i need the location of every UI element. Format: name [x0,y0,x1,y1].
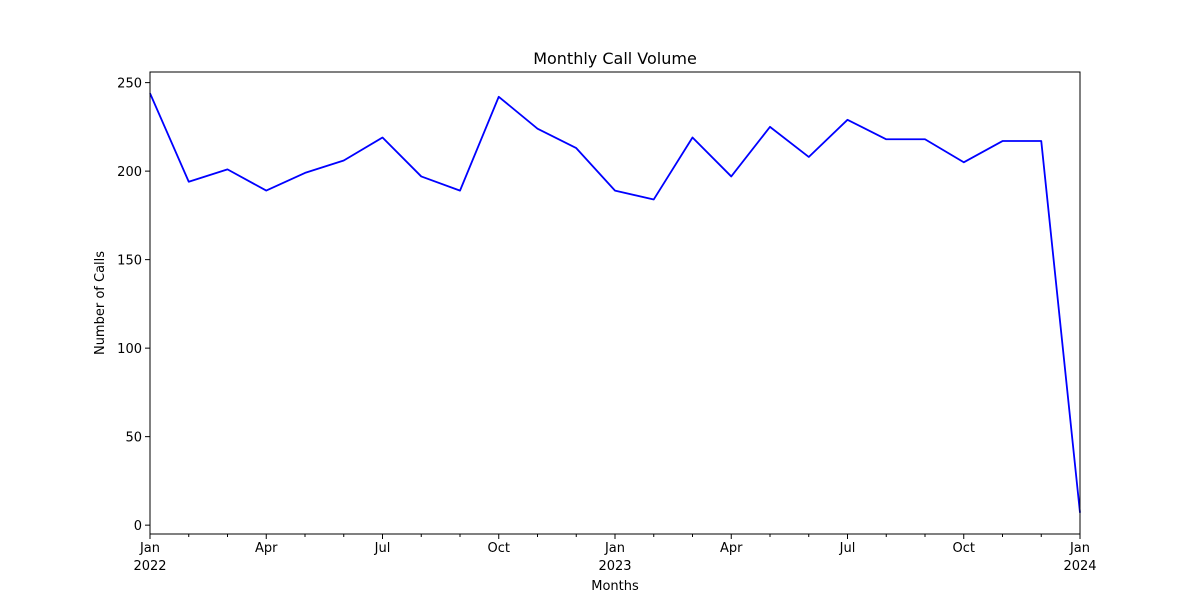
axes-frame [149,71,1081,535]
x-tick-sublabel-4: 2023 [598,559,631,574]
y-tick-label-1: 50 [125,431,142,446]
x-tick-label-6: Jul [839,541,856,556]
x-tick-label-1: Apr [255,541,278,556]
y-tick-label-4: 200 [117,165,142,180]
x-tick-sublabel-8: 2024 [1063,559,1096,574]
plot-area: 0 50 100 150 200 250 Jan 2022 Apr Jul Oct Jan 2023 Ap… [117,71,1097,574]
y-tick-label-2: 100 [117,342,142,357]
y-tick-label-3: 150 [117,254,142,269]
x-tick-label-5: Apr [720,541,743,556]
x-tick-label-2: Jul [374,541,391,556]
x-tick-label-3: Oct [488,541,510,556]
chart-title: Monthly Call Volume [533,49,697,68]
y-tick-label-0: 0 [134,519,142,534]
x-tick-label-7: Oct [953,541,975,556]
x-axis-label: Months [591,579,639,594]
x-tick-label-8: Jan [1069,541,1090,556]
series-line-0 [149,92,1081,513]
x-tick-label-4: Jan [604,541,625,556]
x-tick-sublabel-0: 2022 [133,559,166,574]
y-tick-label-5: 250 [117,77,142,92]
x-tick-label-0: Jan [139,541,160,556]
y-axis-label: Number of Calls [93,251,108,355]
